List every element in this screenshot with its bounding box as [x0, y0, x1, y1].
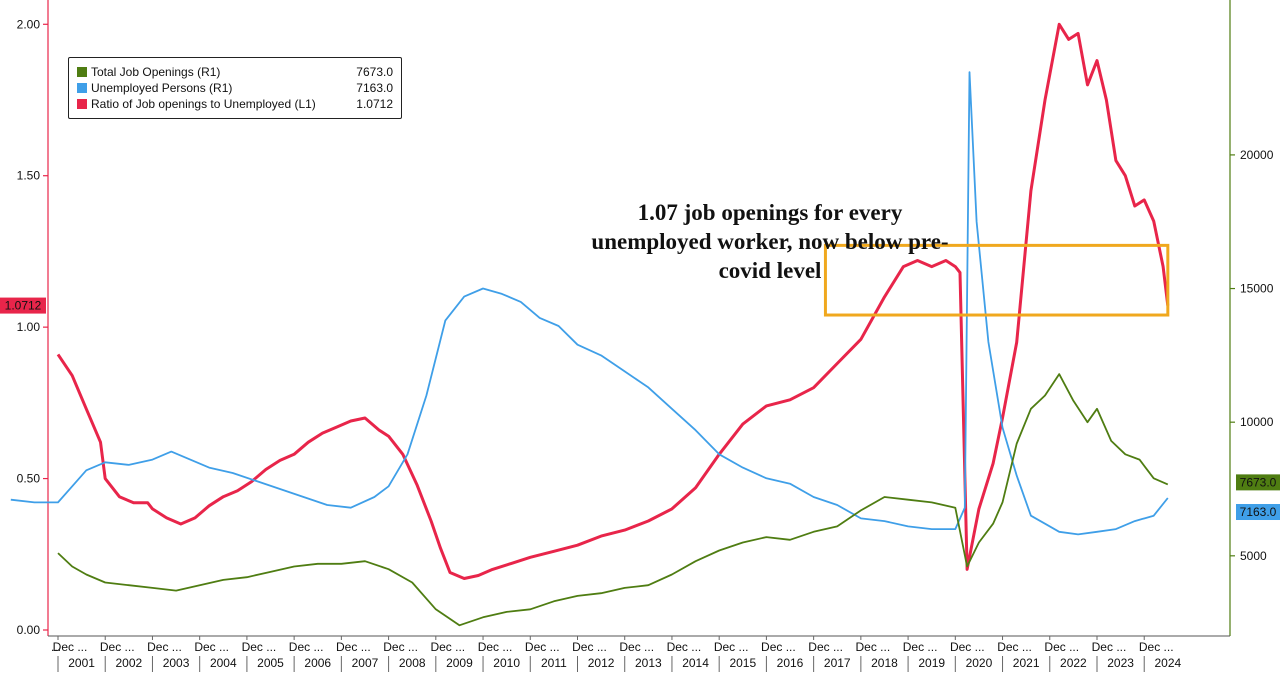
ratio-value-tag [0, 297, 46, 314]
month-tick-label: Dec ... [53, 640, 88, 654]
month-tick-label: Dec ... [1044, 640, 1079, 654]
month-tick-label: Dec ... [147, 640, 182, 654]
legend-value: 7673.0 [356, 65, 393, 79]
legend-label: Ratio of Job openings to Unemployed (L1) [91, 97, 316, 111]
year-label: 2011 [541, 656, 567, 670]
year-label: 2024 [1154, 656, 1181, 670]
month-tick-label: Dec ... [336, 640, 371, 654]
month-tick-label: Dec ... [997, 640, 1032, 654]
openings-value-tag [1236, 474, 1280, 491]
month-tick-label: Dec ... [478, 640, 513, 654]
ratio-value-tag-text: 1.0712 [5, 299, 42, 313]
year-label: 2023 [1107, 656, 1134, 670]
year-label: 2007 [352, 656, 379, 670]
year-label: 2013 [635, 656, 662, 670]
month-tick-label: Dec ... [289, 640, 324, 654]
annotation-line: 1.07 job openings for every [637, 200, 903, 225]
year-label: 2012 [588, 656, 615, 670]
unemployed-line [10, 71, 1169, 536]
annotation-line: covid level [718, 258, 822, 283]
month-tick-label: Dec ... [808, 640, 843, 654]
month-tick-label: Dec ... [383, 640, 418, 654]
legend-item-job-openings: Total Job Openings (R1) 7673.0 [77, 64, 393, 80]
left-tick-label: 1.00 [17, 320, 41, 334]
legend-swatch [77, 99, 87, 109]
right-tick-label: 5000 [1240, 549, 1267, 563]
year-label: 2016 [777, 656, 804, 670]
year-label: 2014 [682, 656, 709, 670]
month-tick-label: Dec ... [619, 640, 654, 654]
legend-value: 1.0712 [356, 97, 393, 111]
year-label: 2018 [871, 656, 898, 670]
legend-value: 7163.0 [356, 81, 393, 95]
legend-item-unemployed: Unemployed Persons (R1) 7163.0 [77, 80, 393, 96]
openings-value-tag-text: 7673.0 [1240, 475, 1277, 489]
annotation-line: unemployed worker, now below pre- [591, 229, 949, 254]
legend-label: Unemployed Persons (R1) [91, 81, 233, 95]
month-tick-label: Dec ... [1092, 640, 1127, 654]
highlight-box [823, 243, 1170, 317]
year-label: 2009 [446, 656, 473, 670]
month-tick-label: Dec ... [903, 640, 938, 654]
month-tick-label: ... [51, 640, 61, 654]
year-label: 2003 [163, 656, 190, 670]
legend-swatch [77, 83, 87, 93]
year-label: 2004 [210, 656, 237, 670]
right-tick-label: 15000 [1240, 282, 1274, 296]
right-tick-label: 10000 [1240, 415, 1274, 429]
year-label: 2022 [1060, 656, 1087, 670]
unemployed-value-tag-text: 7163.0 [1240, 505, 1277, 519]
month-tick-label: Dec ... [950, 640, 985, 654]
month-tick-label: Dec ... [242, 640, 277, 654]
year-label: 2001 [68, 656, 95, 670]
legend: Total Job Openings (R1) 7673.0 Unemployed… [68, 57, 402, 119]
year-label: 2021 [1013, 656, 1040, 670]
left-tick-label: 2.00 [17, 17, 41, 31]
year-label: 2019 [918, 656, 945, 670]
month-tick-label: Dec ... [714, 640, 749, 654]
year-label: 2015 [729, 656, 756, 670]
ratio-line [56, 22, 1170, 580]
month-tick-label: Dec ... [667, 640, 702, 654]
job-openings-line [57, 373, 1169, 627]
year-label: 2017 [824, 656, 851, 670]
month-tick-label: Dec ... [1139, 640, 1174, 654]
right-tick-label: 20000 [1240, 148, 1274, 162]
month-tick-label: Dec ... [572, 640, 607, 654]
year-label: 2006 [304, 656, 331, 670]
month-tick-label: Dec ... [761, 640, 796, 654]
left-tick-label: 0.00 [17, 623, 41, 637]
legend-item-ratio: Ratio of Job openings to Unemployed (L1)… [77, 96, 393, 112]
annotation-text: 1.07 job openings for every unemployed w… [540, 198, 1000, 285]
left-tick-label: 1.50 [17, 169, 41, 183]
legend-label: Total Job Openings (R1) [91, 65, 221, 79]
year-label: 2008 [399, 656, 426, 670]
left-tick-label: 0.50 [17, 472, 41, 486]
month-tick-label: Dec ... [856, 640, 891, 654]
month-tick-label: Dec ... [194, 640, 229, 654]
legend-swatch [77, 67, 87, 77]
unemployed-value-tag [1236, 504, 1280, 521]
month-tick-label: Dec ... [100, 640, 135, 654]
year-label: 2005 [257, 656, 284, 670]
year-label: 2002 [115, 656, 142, 670]
year-label: 2020 [966, 656, 993, 670]
month-tick-label: Dec ... [430, 640, 465, 654]
month-tick-label: Dec ... [525, 640, 560, 654]
year-label: 2010 [493, 656, 520, 670]
